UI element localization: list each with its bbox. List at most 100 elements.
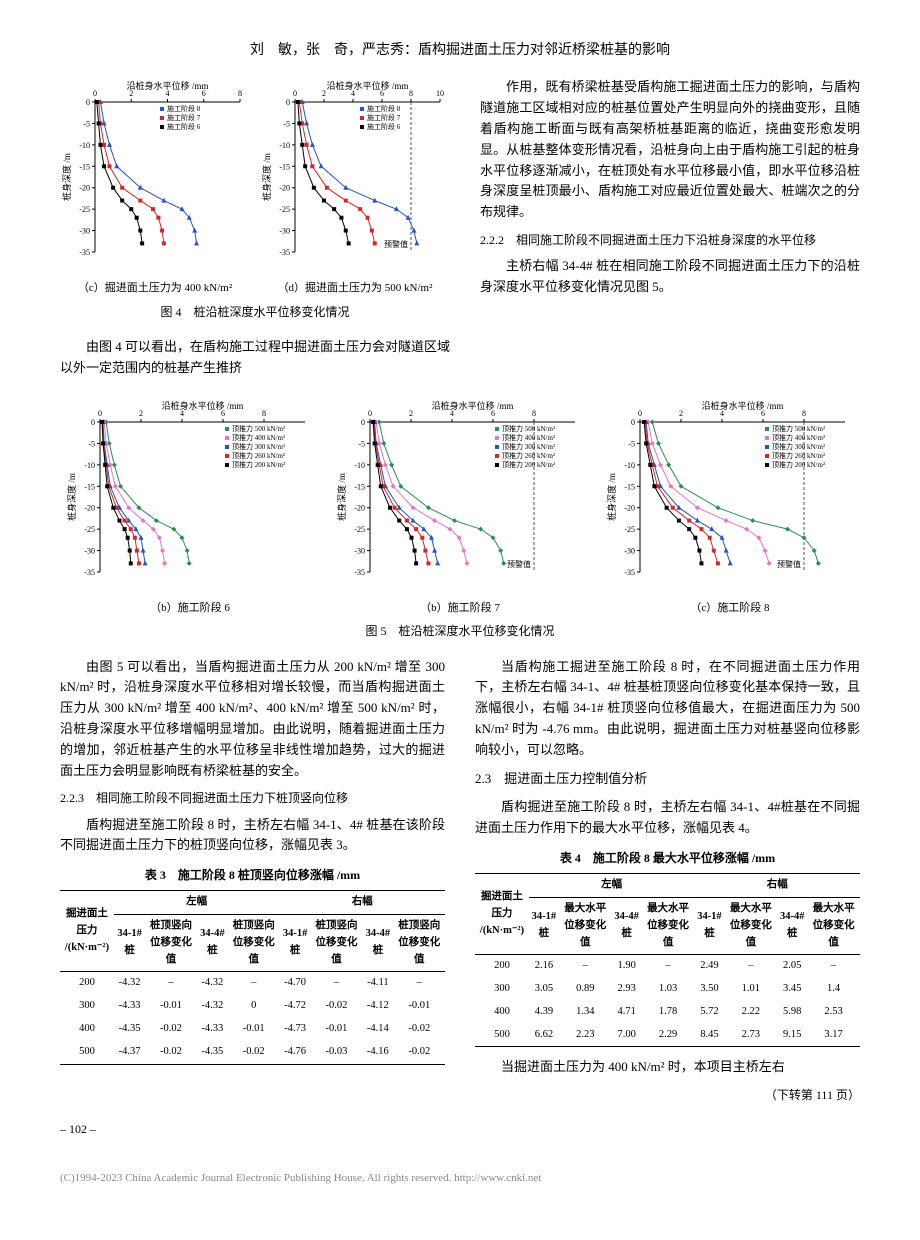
svg-text:0: 0	[86, 98, 90, 107]
svg-text:-15: -15	[624, 482, 635, 491]
fig5-caption: 图 5 桩沿桩深度水平位移变化情况	[60, 622, 860, 641]
fig5-row: 沿桩身水平位移 /mm 0 2 4 6 8 0 -5 -10 -15 -20 -25 -30 -35 桩身深…	[60, 397, 860, 618]
subcaption: （c）掘进面土压力为 400 kN/m²	[60, 280, 250, 298]
svg-text:-15: -15	[84, 482, 95, 491]
svg-text:桩身深度 /m: 桩身深度 /m	[336, 473, 347, 521]
svg-text:6: 6	[491, 409, 495, 418]
svg-text:-25: -25	[79, 206, 90, 215]
svg-text:6: 6	[202, 89, 206, 98]
svg-text:-20: -20	[79, 184, 90, 193]
svg-text:8: 8	[238, 89, 242, 98]
svg-text:0: 0	[368, 409, 372, 418]
subcaption: （b）施工阶段 7	[335, 600, 585, 618]
svg-text:顶推力 200 kN/m²: 顶推力 200 kN/m²	[772, 460, 825, 469]
svg-text:-35: -35	[624, 568, 635, 577]
paragraph-6: 当盾构施工掘进至施工阶段 8 时，在不同掘进面土压力作用下，主桥左右幅 34-1…	[475, 657, 860, 761]
svg-text:顶推力 300 kN/m²: 顶推力 300 kN/m²	[232, 442, 285, 451]
svg-text:6: 6	[761, 409, 765, 418]
svg-text:-30: -30	[84, 546, 95, 555]
svg-text:8: 8	[802, 409, 806, 418]
table3-caption: 表 3 施工阶段 8 桩顶竖向位移涨幅 /mm	[60, 866, 445, 885]
svg-text:预警值: 预警值	[507, 559, 531, 569]
svg-text:施工阶段 6: 施工阶段 6	[167, 122, 201, 131]
svg-text:-35: -35	[279, 248, 290, 257]
table3: 掘进面土压力 /(kN·m⁻²)左幅右幅34-1# 桩桩顶竖向位移变化值34-4…	[60, 890, 445, 1064]
paragraph-4: 由图 5 可以看出，当盾构掘进面土压力从 200 kN/m² 增至 300 kN…	[60, 657, 445, 782]
paragraph-8: 当掘进面土压力为 400 kN/m² 时，本项目主桥左右	[475, 1057, 860, 1078]
svg-text:0: 0	[361, 418, 365, 427]
svg-text:10: 10	[436, 89, 444, 98]
svg-text:桩身深度 /m: 桩身深度 /m	[66, 473, 77, 521]
svg-text:顶推力 400 kN/m²: 顶推力 400 kN/m²	[772, 433, 825, 442]
svg-text:桩身深度 /m: 桩身深度 /m	[606, 473, 617, 521]
svg-text:-10: -10	[279, 141, 290, 150]
svg-text:顶推力 200 kN/m²: 顶推力 200 kN/m²	[502, 460, 555, 469]
section-23: 2.3 掘进面土压力控制值分析	[475, 769, 860, 790]
svg-text:4: 4	[180, 409, 184, 418]
svg-text:-35: -35	[84, 568, 95, 577]
svg-text:-20: -20	[354, 503, 365, 512]
svg-text:-30: -30	[279, 227, 290, 236]
svg-text:-5: -5	[283, 120, 290, 129]
svg-text:4: 4	[720, 409, 724, 418]
svg-text:顶推力 260 kN/m²: 顶推力 260 kN/m²	[772, 451, 825, 460]
svg-text:-25: -25	[624, 525, 635, 534]
svg-text:0: 0	[286, 98, 290, 107]
svg-text:施工阶段 6: 施工阶段 6	[367, 122, 401, 131]
subsection-222: 2.2.2 相同施工阶段不同掘进面土压力下沿桩身深度的水平位移	[480, 231, 860, 250]
footer: (C)1994-2023 China Academic Journal Elec…	[60, 1170, 860, 1188]
continue-note: （下转第 111 页）	[475, 1086, 860, 1105]
svg-text:预警值: 预警值	[777, 559, 801, 569]
svg-text:-15: -15	[79, 163, 90, 172]
svg-text:-30: -30	[624, 546, 635, 555]
svg-text:顶推力 400 kN/m²: 顶推力 400 kN/m²	[232, 433, 285, 442]
svg-text:2: 2	[409, 409, 413, 418]
svg-text:4: 4	[351, 89, 355, 98]
svg-text:施工阶段 8: 施工阶段 8	[367, 104, 401, 113]
table4: 掘进面土压力 /(kN·m⁻²)左幅右幅34-1# 桩最大水平位移变化值34-4…	[475, 873, 860, 1047]
svg-text:-5: -5	[88, 439, 95, 448]
svg-text:沿桩身水平位移 /mm: 沿桩身水平位移 /mm	[432, 400, 514, 411]
svg-text:-10: -10	[354, 461, 365, 470]
svg-text:4: 4	[450, 409, 454, 418]
svg-text:顶推力 500 kN/m²: 顶推力 500 kN/m²	[502, 424, 555, 433]
svg-text:0: 0	[293, 89, 297, 98]
svg-text:顶推力 260 kN/m²: 顶推力 260 kN/m²	[502, 451, 555, 460]
svg-text:沿桩身水平位移 /mm: 沿桩身水平位移 /mm	[702, 400, 784, 411]
svg-text:0: 0	[638, 409, 642, 418]
svg-text:施工阶段 7: 施工阶段 7	[367, 113, 401, 122]
svg-text:-20: -20	[279, 184, 290, 193]
svg-text:-25: -25	[279, 206, 290, 215]
svg-text:-10: -10	[624, 461, 635, 470]
fig4-row: 沿桩身水平位移 /mm024680-5-10-15-20-25-30-35桩身深…	[60, 77, 450, 298]
svg-text:顶推力 500 kN/m²: 顶推力 500 kN/m²	[232, 424, 285, 433]
svg-text:2: 2	[679, 409, 683, 418]
svg-text:2: 2	[139, 409, 143, 418]
svg-text:-15: -15	[354, 482, 365, 491]
paragraph-7: 盾构掘进至施工阶段 8 时，主桥左右幅 34-1、4#桩基在不同掘进面土压力作用…	[475, 797, 860, 839]
svg-text:6: 6	[221, 409, 225, 418]
svg-text:2: 2	[129, 89, 133, 98]
svg-text:-20: -20	[84, 503, 95, 512]
svg-text:0: 0	[631, 418, 635, 427]
chart-fig5: 沿桩身水平位移 /mm024680-5-10-15-20-25-30-35桩身深…	[65, 397, 315, 618]
svg-text:顶推力 200 kN/m²: 顶推力 200 kN/m²	[232, 460, 285, 469]
chart-fig4: 沿桩身水平位移 /mm024680-5-10-15-20-25-30-35桩身深…	[60, 77, 250, 298]
chart-fig5: 沿桩身水平位移 /mm024680-5-10-15-20-25-30-35桩身深…	[335, 397, 585, 618]
svg-text:-30: -30	[354, 546, 365, 555]
svg-text:沿桩身水平位移 /mm: 沿桩身水平位移 /mm	[162, 400, 244, 411]
svg-text:沿桩身水平位移 /mm: 沿桩身水平位移 /mm	[327, 80, 409, 91]
chart-fig4: 沿桩身水平位移 /mm02468100-5-10-15-20-25-30-35桩…	[260, 77, 450, 298]
subsection-223: 2.2.3 相同施工阶段不同掘进面土压力下桩顶竖向位移	[60, 789, 445, 808]
svg-text:顶推力 260 kN/m²: 顶推力 260 kN/m²	[232, 451, 285, 460]
paragraph-2: 作用，既有桥梁桩基受盾构施工掘进面土压力的影响，与盾构隧道施工区域相对应的桩基位…	[480, 77, 860, 223]
svg-text:8: 8	[532, 409, 536, 418]
svg-text:-10: -10	[79, 141, 90, 150]
fig4-caption: 图 4 桩沿桩深度水平位移变化情况	[60, 303, 450, 322]
svg-text:-35: -35	[79, 248, 90, 257]
table4-caption: 表 4 施工阶段 8 最大水平位移涨幅 /mm	[475, 849, 860, 868]
svg-text:顶推力 300 kN/m²: 顶推力 300 kN/m²	[502, 442, 555, 451]
svg-text:8: 8	[409, 89, 413, 98]
svg-text:顶推力 300 kN/m²: 顶推力 300 kN/m²	[772, 442, 825, 451]
svg-text:预警值: 预警值	[384, 239, 408, 249]
